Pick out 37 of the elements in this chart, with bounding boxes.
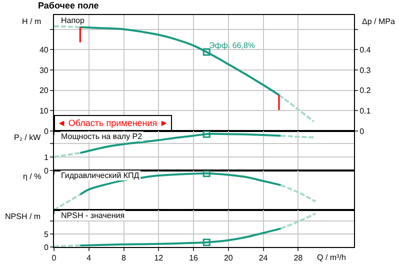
x-tick-label: 16 <box>189 254 199 263</box>
y-axis-title: H / m <box>22 17 42 26</box>
x-axis-title: Q / m³/h <box>317 253 346 262</box>
y-tick-label: 20 <box>39 86 49 96</box>
annotation: Напор <box>61 16 86 25</box>
x-tick-label: 28 <box>294 254 304 263</box>
y2-tick-label: 0.3 <box>360 66 372 75</box>
x-tick-label: 20 <box>224 254 234 263</box>
y-tick-label: 1 <box>44 152 49 162</box>
y-tick-label: 10 <box>39 106 49 116</box>
y2-tick-label: 0.1 <box>360 106 372 116</box>
y2-tick-label: 0.4 <box>360 45 372 54</box>
x-tick-label: 8 <box>122 254 127 263</box>
y-tick-label: 0 <box>44 166 49 176</box>
annotation: Гидравлический КПД <box>61 171 140 180</box>
y2-tick-label: 0.2 <box>360 86 372 96</box>
y-tick-label: 0 <box>44 242 49 252</box>
y2-tick-label: 0 <box>360 126 365 136</box>
x-tick-label: 4 <box>86 254 92 263</box>
chart-title: Рабочее поле <box>38 0 99 10</box>
y-tick-label: 0 <box>44 126 49 136</box>
line-series <box>79 26 280 96</box>
annotation: Эфф. 66,8% <box>209 41 256 50</box>
y-tick-label: 40 <box>39 45 49 54</box>
y-tick-label: 30 <box>39 66 49 75</box>
y-axis-title: η / % <box>23 172 42 181</box>
line-series <box>79 228 282 246</box>
annotation: ◄ Область применения ► <box>57 118 169 128</box>
annotation: NPSH - значения <box>61 211 125 220</box>
x-tick-label: 24 <box>258 254 268 263</box>
y-axis-title: NPSH / m <box>5 212 41 221</box>
x-tick-label: 0 <box>52 254 57 263</box>
annotation: Мощность на валу P2 <box>61 132 143 141</box>
y2-axis-title: Δp / MPa <box>362 17 396 26</box>
x-tick-label: 12 <box>154 254 164 263</box>
y-axis-title: P₂ / kW <box>14 133 42 142</box>
y-tick-label: 5 <box>44 230 49 239</box>
